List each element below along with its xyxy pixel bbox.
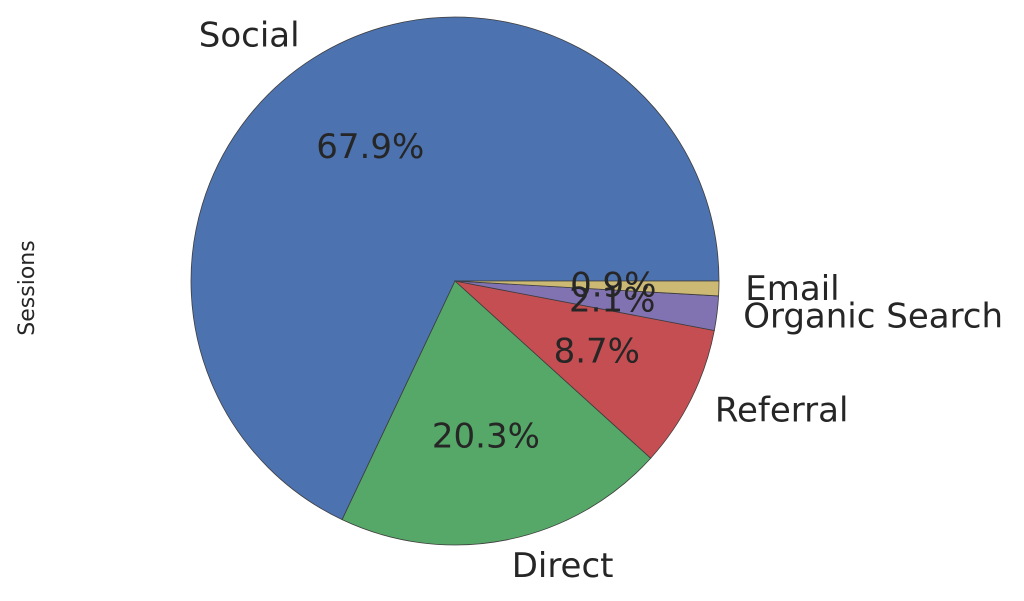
category-label: Direct (512, 546, 614, 586)
percent-label: 0.9% (570, 266, 656, 306)
pie-labels: Social 67.9% Direct 20.3% Referral 8.7% Organi… (199, 16, 1003, 586)
y-axis-label: Sessions (15, 240, 40, 335)
percent-label: 8.7% (554, 332, 640, 372)
category-label: Organic Search (743, 297, 1003, 337)
pie-slice-referral (453, 280, 715, 459)
pie-slice-social (190, 16, 720, 521)
category-label: Email (745, 269, 839, 309)
percent-label: 2.1% (569, 280, 655, 320)
category-label: Referral (715, 391, 849, 431)
pie-slice-email (454, 280, 720, 297)
percent-label: 20.3% (432, 416, 540, 456)
percent-label: 67.9% (316, 127, 424, 167)
category-label: Social (199, 16, 300, 56)
pie-slices (190, 16, 720, 546)
pie-slice-direct (341, 280, 652, 546)
